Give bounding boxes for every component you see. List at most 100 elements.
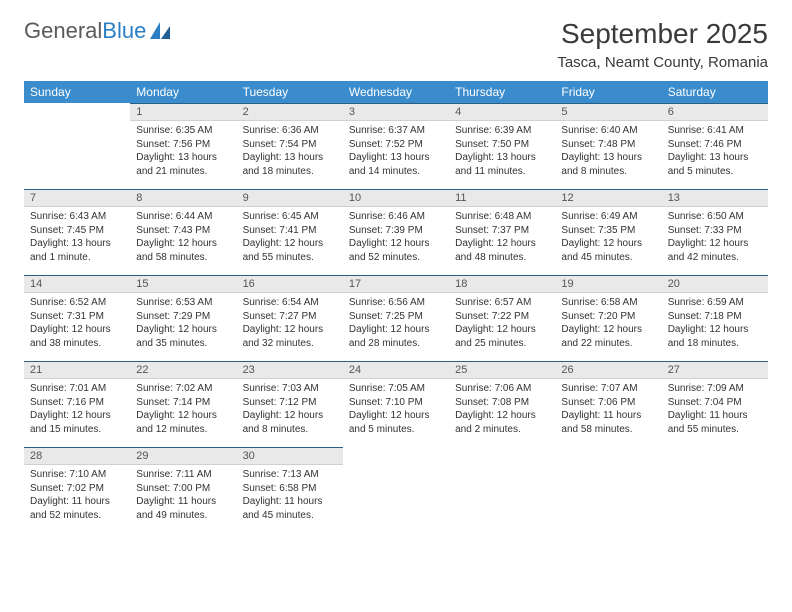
day-body: Sunrise: 6:57 AMSunset: 7:22 PMDaylight:… [449, 293, 555, 356]
day-cell: 7Sunrise: 6:43 AMSunset: 7:45 PMDaylight… [24, 189, 130, 275]
day-number [662, 447, 768, 451]
day-body: Sunrise: 6:36 AMSunset: 7:54 PMDaylight:… [237, 121, 343, 184]
day-cell: 17Sunrise: 6:56 AMSunset: 7:25 PMDayligh… [343, 275, 449, 361]
brand-logo: GeneralBlue [24, 18, 172, 44]
day-number: 6 [662, 103, 768, 121]
day-number: 12 [555, 189, 661, 207]
day-number: 15 [130, 275, 236, 293]
brand-part2: Blue [102, 18, 146, 44]
day-cell: 23Sunrise: 7:03 AMSunset: 7:12 PMDayligh… [237, 361, 343, 447]
day-number: 13 [662, 189, 768, 207]
day-number [449, 447, 555, 451]
day-number: 8 [130, 189, 236, 207]
day-number: 16 [237, 275, 343, 293]
day-body: Sunrise: 6:37 AMSunset: 7:52 PMDaylight:… [343, 121, 449, 184]
week-row: 7Sunrise: 6:43 AMSunset: 7:45 PMDaylight… [24, 189, 768, 275]
day-header: Friday [555, 81, 661, 103]
day-number: 28 [24, 447, 130, 465]
day-cell [449, 447, 555, 533]
day-cell: 4Sunrise: 6:39 AMSunset: 7:50 PMDaylight… [449, 103, 555, 189]
day-body: Sunrise: 7:01 AMSunset: 7:16 PMDaylight:… [24, 379, 130, 442]
day-header: Sunday [24, 81, 130, 103]
day-number: 26 [555, 361, 661, 379]
day-body: Sunrise: 6:35 AMSunset: 7:56 PMDaylight:… [130, 121, 236, 184]
day-cell: 5Sunrise: 6:40 AMSunset: 7:48 PMDaylight… [555, 103, 661, 189]
day-cell: 18Sunrise: 6:57 AMSunset: 7:22 PMDayligh… [449, 275, 555, 361]
day-number: 30 [237, 447, 343, 465]
day-cell: 21Sunrise: 7:01 AMSunset: 7:16 PMDayligh… [24, 361, 130, 447]
day-number: 11 [449, 189, 555, 207]
day-cell: 16Sunrise: 6:54 AMSunset: 7:27 PMDayligh… [237, 275, 343, 361]
day-number: 22 [130, 361, 236, 379]
week-row: 21Sunrise: 7:01 AMSunset: 7:16 PMDayligh… [24, 361, 768, 447]
day-cell: 22Sunrise: 7:02 AMSunset: 7:14 PMDayligh… [130, 361, 236, 447]
day-cell: 30Sunrise: 7:13 AMSunset: 6:58 PMDayligh… [237, 447, 343, 533]
day-body: Sunrise: 7:13 AMSunset: 6:58 PMDaylight:… [237, 465, 343, 528]
day-cell: 3Sunrise: 6:37 AMSunset: 7:52 PMDaylight… [343, 103, 449, 189]
day-cell: 8Sunrise: 6:44 AMSunset: 7:43 PMDaylight… [130, 189, 236, 275]
sail-icon [150, 22, 172, 40]
brand-part1: General [24, 18, 102, 44]
header: GeneralBlue September 2025 Tasca, Neamt … [24, 18, 768, 71]
day-body: Sunrise: 6:48 AMSunset: 7:37 PMDaylight:… [449, 207, 555, 270]
day-cell: 28Sunrise: 7:10 AMSunset: 7:02 PMDayligh… [24, 447, 130, 533]
day-cell: 15Sunrise: 6:53 AMSunset: 7:29 PMDayligh… [130, 275, 236, 361]
day-body: Sunrise: 7:02 AMSunset: 7:14 PMDaylight:… [130, 379, 236, 442]
day-number: 25 [449, 361, 555, 379]
day-body: Sunrise: 6:39 AMSunset: 7:50 PMDaylight:… [449, 121, 555, 184]
day-number: 9 [237, 189, 343, 207]
day-cell: 6Sunrise: 6:41 AMSunset: 7:46 PMDaylight… [662, 103, 768, 189]
day-number: 5 [555, 103, 661, 121]
day-header-row: SundayMondayTuesdayWednesdayThursdayFrid… [24, 81, 768, 103]
day-number: 2 [237, 103, 343, 121]
day-header: Monday [130, 81, 236, 103]
day-number: 29 [130, 447, 236, 465]
day-cell: 14Sunrise: 6:52 AMSunset: 7:31 PMDayligh… [24, 275, 130, 361]
day-number [343, 447, 449, 451]
day-body: Sunrise: 7:05 AMSunset: 7:10 PMDaylight:… [343, 379, 449, 442]
day-body: Sunrise: 6:43 AMSunset: 7:45 PMDaylight:… [24, 207, 130, 270]
day-cell [343, 447, 449, 533]
day-number: 14 [24, 275, 130, 293]
day-number: 4 [449, 103, 555, 121]
title-block: September 2025 Tasca, Neamt County, Roma… [557, 18, 768, 71]
day-cell: 13Sunrise: 6:50 AMSunset: 7:33 PMDayligh… [662, 189, 768, 275]
week-row: 1Sunrise: 6:35 AMSunset: 7:56 PMDaylight… [24, 103, 768, 189]
day-number: 3 [343, 103, 449, 121]
day-body: Sunrise: 7:09 AMSunset: 7:04 PMDaylight:… [662, 379, 768, 442]
day-cell: 27Sunrise: 7:09 AMSunset: 7:04 PMDayligh… [662, 361, 768, 447]
day-header: Wednesday [343, 81, 449, 103]
calendar-table: SundayMondayTuesdayWednesdayThursdayFrid… [24, 81, 768, 533]
day-number: 7 [24, 189, 130, 207]
day-cell: 11Sunrise: 6:48 AMSunset: 7:37 PMDayligh… [449, 189, 555, 275]
day-number [555, 447, 661, 451]
week-row: 28Sunrise: 7:10 AMSunset: 7:02 PMDayligh… [24, 447, 768, 533]
day-body: Sunrise: 6:46 AMSunset: 7:39 PMDaylight:… [343, 207, 449, 270]
day-body: Sunrise: 7:11 AMSunset: 7:00 PMDaylight:… [130, 465, 236, 528]
day-number: 23 [237, 361, 343, 379]
day-body: Sunrise: 6:56 AMSunset: 7:25 PMDaylight:… [343, 293, 449, 356]
day-number: 17 [343, 275, 449, 293]
week-row: 14Sunrise: 6:52 AMSunset: 7:31 PMDayligh… [24, 275, 768, 361]
day-number: 1 [130, 103, 236, 121]
day-cell: 26Sunrise: 7:07 AMSunset: 7:06 PMDayligh… [555, 361, 661, 447]
day-body: Sunrise: 6:49 AMSunset: 7:35 PMDaylight:… [555, 207, 661, 270]
day-body: Sunrise: 6:52 AMSunset: 7:31 PMDaylight:… [24, 293, 130, 356]
day-number: 10 [343, 189, 449, 207]
day-body: Sunrise: 6:59 AMSunset: 7:18 PMDaylight:… [662, 293, 768, 356]
day-cell: 19Sunrise: 6:58 AMSunset: 7:20 PMDayligh… [555, 275, 661, 361]
day-body: Sunrise: 6:45 AMSunset: 7:41 PMDaylight:… [237, 207, 343, 270]
day-body: Sunrise: 6:53 AMSunset: 7:29 PMDaylight:… [130, 293, 236, 356]
day-number: 27 [662, 361, 768, 379]
day-cell: 9Sunrise: 6:45 AMSunset: 7:41 PMDaylight… [237, 189, 343, 275]
day-cell: 10Sunrise: 6:46 AMSunset: 7:39 PMDayligh… [343, 189, 449, 275]
day-body: Sunrise: 7:07 AMSunset: 7:06 PMDaylight:… [555, 379, 661, 442]
day-number: 18 [449, 275, 555, 293]
day-number: 20 [662, 275, 768, 293]
day-cell: 24Sunrise: 7:05 AMSunset: 7:10 PMDayligh… [343, 361, 449, 447]
day-cell [555, 447, 661, 533]
day-body: Sunrise: 6:44 AMSunset: 7:43 PMDaylight:… [130, 207, 236, 270]
day-body: Sunrise: 7:10 AMSunset: 7:02 PMDaylight:… [24, 465, 130, 528]
day-cell: 2Sunrise: 6:36 AMSunset: 7:54 PMDaylight… [237, 103, 343, 189]
day-body: Sunrise: 6:50 AMSunset: 7:33 PMDaylight:… [662, 207, 768, 270]
